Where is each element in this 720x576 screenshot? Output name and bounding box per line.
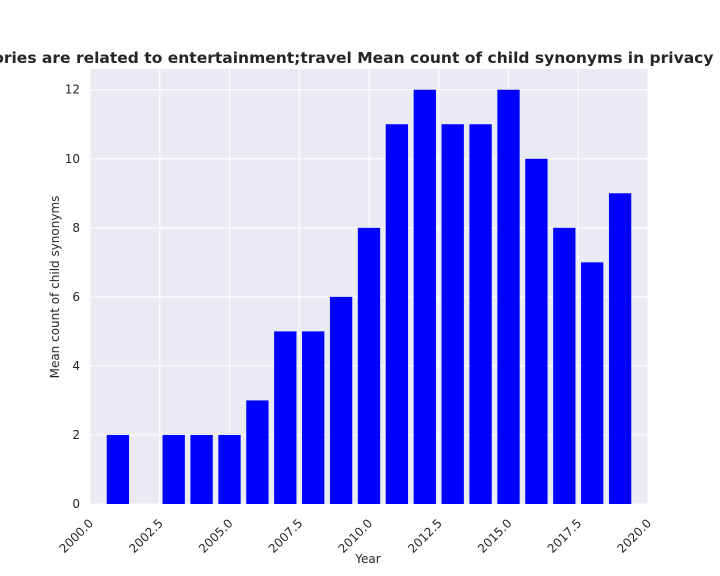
bar [218,434,241,504]
bar [413,89,436,504]
bar [162,434,185,504]
x-axis-ticks: 2000.0 2002.5 2005.0 2007.5 2010.0 2012.5 2015… [57,516,655,556]
y-tick-label: 4 [72,359,80,373]
x-tick-label: 2020.0 [615,516,655,556]
bar [608,193,632,505]
x-tick-label: 2007.5 [266,516,306,556]
y-tick-label: 8 [72,221,80,235]
y-tick-label: 12 [65,83,80,97]
bar [246,400,269,504]
bar [469,124,492,504]
bar [357,227,381,505]
x-tick-label: 2012.5 [405,516,445,556]
y-axis-ticks: 0 2 4 6 8 10 12 [65,83,80,511]
bar [553,227,576,505]
x-tick-label: 2005.0 [196,516,236,556]
bar [581,262,604,504]
bar [329,296,353,504]
x-tick-label: 2002.5 [126,516,166,556]
x-axis-label: Year [354,552,380,566]
chart-title: categories are related to entertainment;… [0,49,720,67]
bar [441,124,464,504]
y-tick-label: 6 [72,290,80,304]
bars [106,89,632,505]
bar [497,89,520,504]
bar [302,331,325,504]
y-axis-label: Mean count of child synonyms [48,196,62,379]
bar [274,331,297,504]
x-tick-label: 2015.0 [475,516,515,556]
y-tick-label: 0 [72,497,80,511]
x-tick-label: 2010.0 [336,516,376,556]
bar [385,124,409,504]
x-tick-label: 2000.0 [57,516,97,556]
bar [525,158,548,504]
x-tick-label: 2017.5 [545,516,585,556]
bar [190,434,213,504]
bar [106,434,130,504]
y-tick-label: 10 [65,152,80,166]
y-tick-label: 2 [72,428,80,442]
